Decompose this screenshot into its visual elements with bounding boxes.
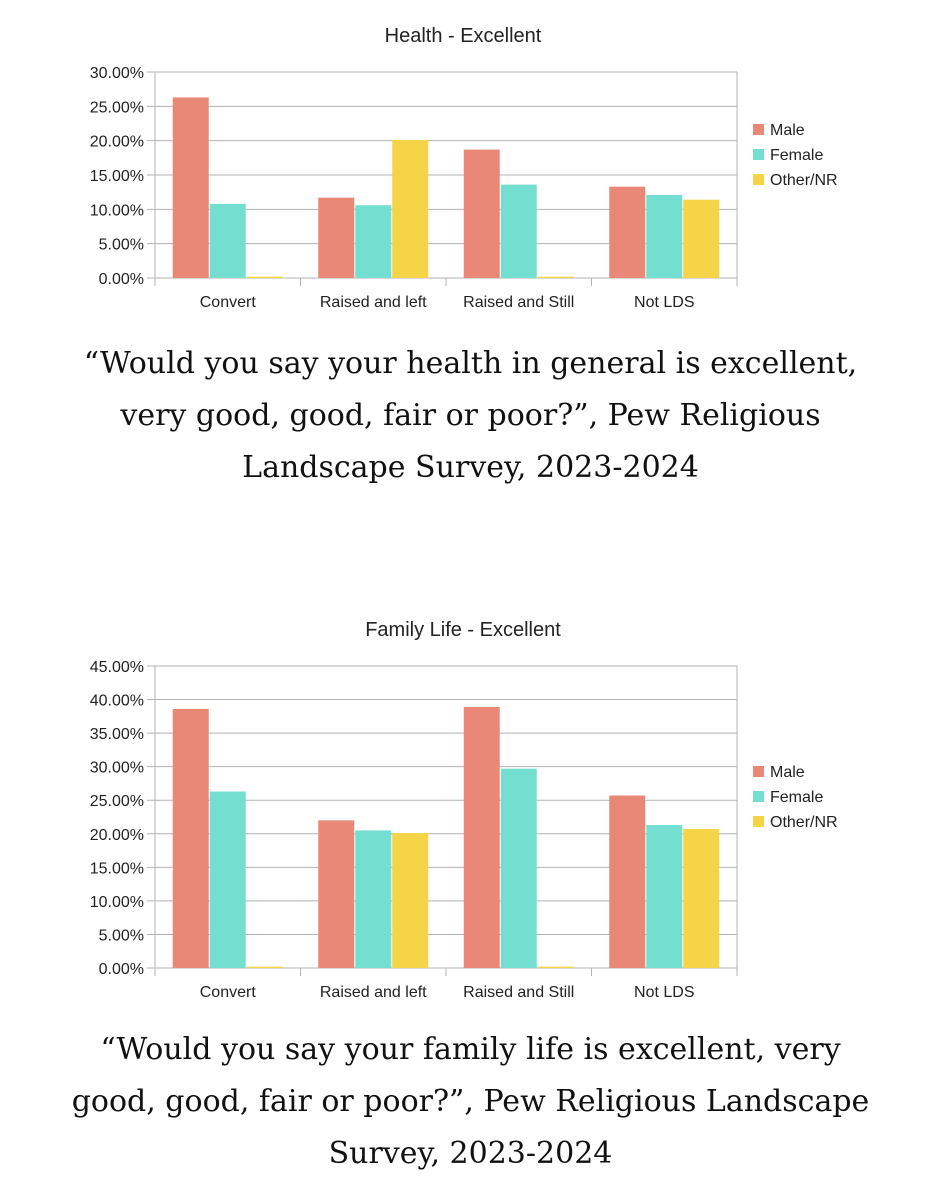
family-life-x-tick-label: Convert	[200, 984, 257, 1001]
family-life-bar-other-nr-1	[392, 833, 429, 968]
health-x-tick-label: Raised and left	[320, 294, 427, 311]
health-x-tick-label: Convert	[200, 294, 257, 311]
family-life-chart-title: Family Life - Excellent	[365, 619, 561, 641]
family-life-y-tick-label: 20.00%	[90, 827, 144, 844]
family-life-legend-label: Male	[770, 764, 805, 781]
family-life-chart: Family Life - Excellent 0.00% 5.00% 10.00% 1…	[90, 619, 838, 1001]
family-life-y-tick-label: 25.00%	[90, 793, 144, 810]
health-bar-male-2	[463, 149, 500, 278]
family-life-legend-label: Female	[770, 789, 823, 806]
health-chart-title: Health - Excellent	[385, 25, 542, 47]
family-life-y-tick-label: 30.00%	[90, 760, 144, 777]
family-life-bar-other-nr-3	[683, 829, 720, 968]
health-legend-swatch	[753, 174, 764, 185]
health-y-tick-label: 20.00%	[90, 134, 144, 151]
family-life-bar-female-0	[209, 791, 246, 968]
health-legend-label: Other/NR	[770, 172, 838, 189]
health-bar-male-1	[318, 197, 355, 278]
health-bar-female-1	[355, 205, 392, 278]
health-legend-swatch	[753, 149, 764, 160]
family-life-caption: “Would you say your family life is excel…	[71, 1032, 870, 1171]
health-y-tick-label: 0.00%	[99, 271, 144, 288]
family-life-bar-other-nr-2	[537, 966, 574, 968]
family-life-x-tick-label: Raised and Still	[463, 984, 574, 1001]
family-life-legend-swatch	[753, 791, 764, 802]
family-life-y-tick-label: 35.00%	[90, 726, 144, 743]
family-life-y-tick-label: 45.00%	[90, 659, 144, 676]
health-bar-other-nr-3	[683, 199, 720, 278]
health-bar-female-0	[209, 203, 246, 278]
family-life-y-tick-label: 5.00%	[99, 927, 144, 944]
health-caption: “Would you say your health in general is…	[83, 346, 858, 485]
health-bar-other-nr-0	[246, 276, 283, 278]
family-life-bar-female-1	[355, 830, 392, 968]
family-life-bar-other-nr-0	[246, 966, 283, 968]
family-life-legend-swatch	[753, 816, 764, 827]
health-y-tick-label: 5.00%	[99, 237, 144, 254]
family-life-bar-male-1	[318, 820, 355, 968]
family-life-legend-swatch	[753, 766, 764, 777]
family-life-y-tick-label: 40.00%	[90, 693, 144, 710]
health-bar-male-3	[609, 186, 646, 278]
health-x-tick-label: Not LDS	[634, 294, 694, 311]
family-life-bar-male-0	[172, 708, 209, 968]
family-life-bar-female-3	[646, 825, 683, 968]
family-life-y-tick-label: 0.00%	[99, 961, 144, 978]
family-life-y-tick-label: 15.00%	[90, 860, 144, 877]
health-bar-female-3	[646, 194, 683, 278]
family-life-y-tick-label: 10.00%	[90, 894, 144, 911]
family-life-x-tick-label: Raised and left	[320, 984, 427, 1001]
health-y-tick-label: 15.00%	[90, 168, 144, 185]
health-bar-male-0	[172, 97, 209, 278]
health-chart: Health - Excellent 0.00% 5.00% 10.00% 15.00%…	[90, 25, 838, 311]
family-life-bar-male-3	[609, 795, 646, 968]
health-y-tick-label: 25.00%	[90, 99, 144, 116]
family-life-bar-male-2	[463, 706, 500, 968]
health-y-tick-label: 10.00%	[90, 202, 144, 219]
family-life-bar-female-2	[500, 768, 537, 968]
health-legend-label: Male	[770, 122, 805, 139]
health-x-tick-label: Raised and Still	[463, 294, 574, 311]
health-legend-label: Female	[770, 147, 823, 164]
health-bar-other-nr-1	[392, 139, 429, 278]
health-bar-female-2	[500, 184, 537, 278]
family-life-legend-label: Other/NR	[770, 814, 838, 831]
family-life-x-tick-label: Not LDS	[634, 984, 694, 1001]
health-y-tick-label: 30.00%	[90, 65, 144, 82]
health-bar-other-nr-2	[537, 276, 574, 278]
health-legend-swatch	[753, 124, 764, 135]
